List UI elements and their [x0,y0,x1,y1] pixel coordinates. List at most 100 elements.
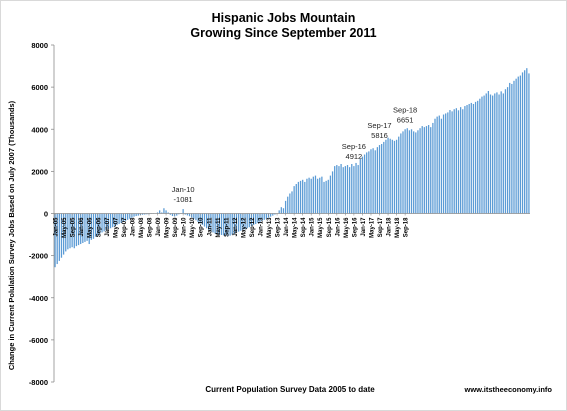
x-tick-label: Sep-06 [96,217,102,237]
bar [195,213,197,221]
bar [408,130,411,214]
bar [212,213,214,233]
bar [436,116,438,214]
x-axis-label: Current Population Survey Data 2005 to d… [205,385,375,394]
bar [112,213,114,228]
bar [470,102,472,214]
x-tick-label: May-18 [395,217,401,238]
bar [176,213,178,216]
bar [504,89,507,214]
y-tick-label: -6000 [29,336,48,345]
bar [263,213,265,220]
bar [284,200,287,214]
x-tick-label: May-16 [344,217,350,238]
bar [472,103,475,214]
x-tick-label: Jan-15 [310,217,316,237]
bar [60,213,63,258]
bar [481,96,483,214]
y-tick-label: -8000 [29,378,48,387]
bar [114,213,116,227]
bar [161,212,163,214]
annotation-date: Jan-10 [172,185,195,194]
x-tick-label: Jan-08 [130,217,136,237]
bar [214,213,216,234]
bar [423,127,425,214]
x-tick-label: Sep-08 [147,217,153,237]
bar [246,213,248,229]
bar [517,76,519,214]
y-tick-label: 6000 [31,83,48,92]
y-tick-label: -2000 [29,252,48,261]
bar [466,105,468,214]
bar [410,129,413,214]
bar [434,118,436,214]
bar [451,111,453,214]
bar [88,213,90,245]
bar [261,213,263,221]
bar [235,213,238,233]
bar [103,213,105,232]
bar [242,213,244,230]
bar [287,196,289,214]
bar [498,94,500,214]
x-tick-label: Sep-18 [404,217,410,237]
bar [506,87,509,214]
bar [107,213,110,230]
x-tick-label: Jan-12 [233,217,239,237]
bar [270,213,272,217]
x-tick-label: Jan-14 [284,217,290,237]
bar [304,181,306,214]
bar [259,213,261,222]
bar [291,191,293,214]
x-tick-label: May-07 [113,217,119,238]
bar [329,175,332,214]
bar [310,178,312,214]
bar [167,212,169,214]
bar [381,143,383,214]
bar [391,139,393,214]
bar [77,213,80,246]
annotation-date: Sep-18 [393,105,417,114]
x-tick-label: Sep-14 [301,217,307,237]
bar [374,150,376,214]
x-tick-label: May-06 [88,217,94,238]
bar [80,213,82,245]
bar [404,129,406,214]
bar [201,213,203,225]
bar [383,141,385,214]
y-tick-label: 8000 [31,41,48,50]
source-credit: www.itstheeconomy.info [464,385,552,394]
bar [97,213,99,236]
bar [144,213,146,215]
y-tick-label: 2000 [31,167,48,176]
bar [122,213,125,222]
bar [197,213,199,222]
bar [376,147,379,214]
bar [109,213,112,229]
bar [319,177,321,214]
bar [67,213,69,250]
x-tick-label: Sep-09 [173,217,179,237]
bar [54,213,56,268]
bar [361,156,364,214]
bar [485,93,487,214]
bar [312,176,314,214]
bar [519,75,522,214]
chart-title-line-1: Hispanic Jobs Mountain [211,11,356,25]
bar [464,106,466,214]
bar [129,213,131,219]
bar [133,213,135,217]
bar [306,178,308,214]
bar [233,213,236,234]
bar [218,213,221,235]
bar-series [54,68,530,268]
x-tick-label: May-09 [165,217,171,238]
bar [351,164,353,214]
bar [272,213,274,216]
bar [105,213,107,231]
bar [94,213,97,237]
bar [372,148,374,214]
bar [84,213,86,242]
bar [116,213,118,226]
